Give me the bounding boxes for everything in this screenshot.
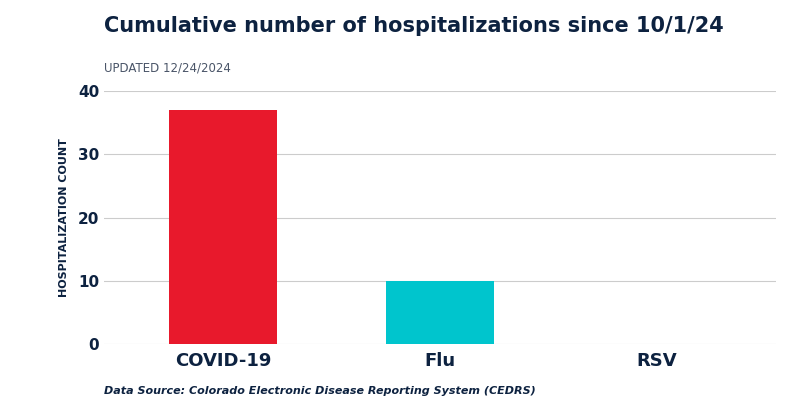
Bar	[169, 110, 278, 344]
Bar	[386, 281, 494, 344]
Text: Cumulative number of hospitalizations since 10/1/24: Cumulative number of hospitalizations si…	[104, 16, 724, 36]
Text: Data Source: Colorado Electronic Disease Reporting System (CEDRS): Data Source: Colorado Electronic Disease…	[104, 386, 536, 396]
Text: UPDATED 12/24/2024: UPDATED 12/24/2024	[104, 61, 231, 74]
Y-axis label: HOSPITALIZATION COUNT: HOSPITALIZATION COUNT	[59, 138, 70, 297]
